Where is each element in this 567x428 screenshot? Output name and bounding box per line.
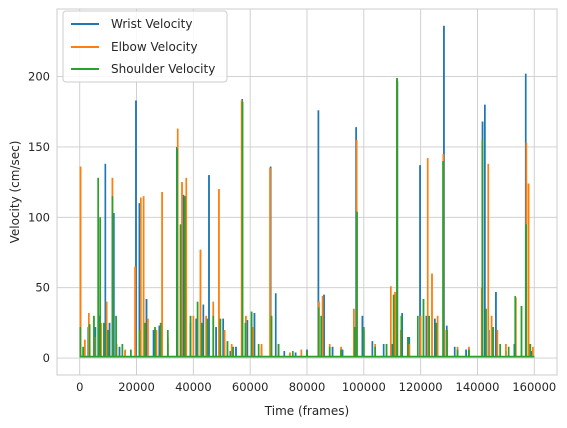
y-tick-labels: 0 50 100 150 200 [28, 70, 50, 366]
series-line [79, 77, 535, 358]
x-tick-label: 80000 [289, 380, 326, 394]
x-tick-label: 160000 [512, 380, 556, 394]
y-tick-label: 100 [28, 210, 50, 224]
x-axis-label: Time (frames) [264, 404, 349, 418]
axes-border [56, 8, 558, 376]
series-layer [79, 25, 535, 358]
legend-label-shoulder: Shoulder Velocity [111, 62, 215, 76]
legend: Wrist Velocity Elbow Velocity Shoulder V… [62, 10, 228, 83]
y-tick-label: 0 [43, 351, 50, 365]
legend-label-elbow: Elbow Velocity [111, 40, 198, 54]
x-tick-label: 60000 [232, 380, 269, 394]
plot-frame [56, 8, 558, 376]
x-tick-label: 0 [76, 380, 83, 394]
legend-box [62, 10, 228, 83]
x-tick-label: 20000 [118, 380, 155, 394]
x-tick-labels: 0 20000 40000 60000 80000 100000 120000 140000 1… [76, 380, 556, 394]
x-tick-label: 40000 [175, 380, 212, 394]
series-shoulder [79, 77, 535, 358]
x-tick-label: 100000 [342, 380, 386, 394]
y-tick-label: 150 [28, 140, 50, 154]
y-axis-label: Velocity (cm/sec) [8, 141, 22, 244]
x-tick-label: 140000 [456, 380, 500, 394]
x-tick-label: 120000 [399, 380, 443, 394]
legend-label-wrist: Wrist Velocity [111, 17, 192, 31]
y-tick-label: 200 [28, 70, 50, 84]
y-tick-label: 50 [35, 281, 50, 295]
